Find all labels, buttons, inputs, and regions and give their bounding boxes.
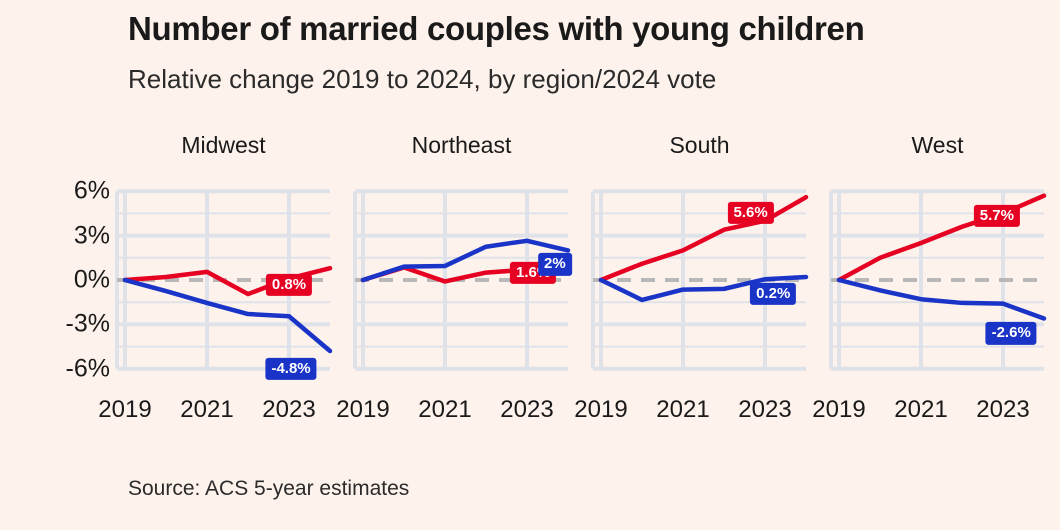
x-axis-tick-label: 2021 <box>180 396 234 423</box>
x-axis-tick-label: 2021 <box>656 396 710 423</box>
x-axis-tick-label: 2021 <box>418 396 472 423</box>
series-line <box>360 238 571 283</box>
x-axis-tick-label: 2019 <box>574 396 628 423</box>
y-axis-tick-label: -6% <box>65 354 110 383</box>
series-line <box>836 277 1047 321</box>
y-axis-tick-label: 6% <box>73 176 110 205</box>
panel-title-west: West <box>911 132 964 158</box>
y-axis-tick-label: 3% <box>73 221 110 250</box>
x-axis-tick-label: 2023 <box>262 396 316 423</box>
y-axis-tick-label: -3% <box>65 309 110 338</box>
y-axis-ticks: 6% 3% 0% -3% -6% <box>38 0 110 530</box>
x-axis-tick-label: 2023 <box>738 396 792 423</box>
value-label-badge: 5.6% <box>727 201 774 224</box>
panel-title-northeast: Northeast <box>411 132 512 158</box>
source-note: Source: ACS 5-year estimates <box>128 477 410 500</box>
y-axis-tick-label: 0% <box>73 265 110 294</box>
page-subtitle: Relative change 2019 to 2024, by region/… <box>128 64 717 94</box>
series-line <box>598 274 809 303</box>
x-axis-tick-label: 2019 <box>812 396 866 423</box>
x-axis-tick-label: 2019 <box>98 396 152 423</box>
x-axis-tick-label: 2023 <box>976 396 1030 423</box>
x-axis-tick-label: 2021 <box>894 396 948 423</box>
series-line <box>598 194 809 283</box>
value-label-badge: -2.6% <box>985 322 1037 345</box>
panel-title-midwest: Midwest <box>181 132 266 158</box>
value-label-badge: 0.8% <box>265 274 313 297</box>
value-label-badge: 5.7% <box>973 204 1020 227</box>
value-label-badge: -4.8% <box>265 357 317 380</box>
page-title: Number of married couples with young chi… <box>128 10 865 47</box>
series-line <box>122 277 333 354</box>
value-label-badge: 2% <box>538 253 572 276</box>
panel-title-south: South <box>669 132 730 158</box>
x-axis-tick-label: 2023 <box>500 396 554 423</box>
value-label-badge: 0.2% <box>750 282 797 306</box>
x-axis-tick-label: 2019 <box>336 396 390 423</box>
